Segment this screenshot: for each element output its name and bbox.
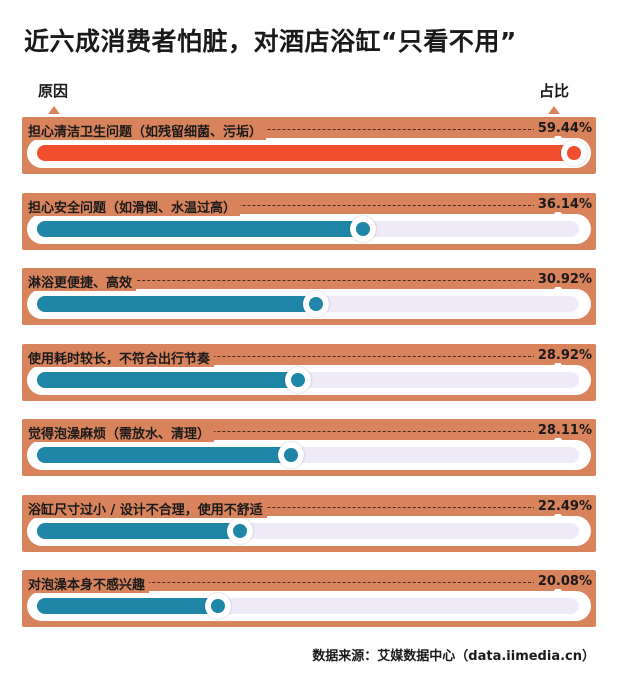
bar bbox=[37, 598, 219, 614]
bar-track-frame bbox=[27, 586, 591, 621]
bar-end-knob bbox=[560, 140, 587, 166]
leader-line bbox=[32, 355, 546, 357]
bar-end-dot bbox=[291, 372, 306, 387]
bar-end-dot bbox=[211, 599, 226, 613]
bar-value-label: 22.49% bbox=[533, 498, 592, 514]
bar-row: 使用耗时较长，不符合出行节奏 28.92% bbox=[22, 343, 596, 401]
bar-track bbox=[37, 291, 579, 317]
bar-category-label: 使用耗时较长，不符合出行节奏 bbox=[28, 347, 215, 367]
bar-category-label: 觉得泡澡麻烦（需放水、清理） bbox=[28, 423, 215, 442]
bar-track-frame bbox=[27, 208, 591, 244]
bar-row: 担心清洁卫生问题（如残留细菌、污垢） 59.44% bbox=[22, 117, 596, 174]
bar-value-label: 28.11% bbox=[533, 423, 592, 438]
bar-value-label: 59.44% bbox=[533, 121, 592, 136]
bar-end-knob bbox=[227, 517, 254, 544]
value-pointer bbox=[553, 510, 563, 517]
bar-category-label: 对泡澡本身不感兴趣 bbox=[28, 574, 150, 593]
bar-end-knob bbox=[285, 366, 312, 393]
header-share-label: 占比 bbox=[539, 82, 570, 100]
header-reason-label: 原因 bbox=[38, 82, 69, 100]
value-pointer bbox=[553, 586, 563, 592]
bar-track bbox=[37, 593, 579, 619]
bar bbox=[37, 296, 317, 312]
bar-track bbox=[37, 517, 579, 544]
chart-title: 近六成消费者怕脏，对酒店浴缸“只看不用” bbox=[24, 27, 517, 56]
value-pointer bbox=[553, 284, 563, 290]
bar-end-knob bbox=[205, 593, 232, 619]
value-pointer bbox=[553, 359, 563, 366]
leader-line bbox=[32, 582, 546, 583]
bar-track bbox=[37, 442, 579, 468]
header-share-marker bbox=[548, 106, 560, 114]
bar-track-frame bbox=[27, 133, 591, 168]
header-reason-marker bbox=[48, 106, 60, 114]
bar-end-dot bbox=[356, 221, 371, 236]
bar-end-knob bbox=[303, 291, 330, 317]
bar-track-frame bbox=[27, 435, 591, 470]
bar-end-dot bbox=[309, 297, 324, 311]
bar bbox=[37, 145, 574, 161]
bar-category-label: 浴缸尺寸过小 / 设计不合理，使用不舒适 bbox=[28, 498, 267, 518]
bar-value-label: 28.92% bbox=[533, 347, 592, 363]
value-pointer bbox=[553, 133, 563, 139]
bar bbox=[37, 371, 299, 388]
bar-end-knob bbox=[277, 442, 304, 468]
source-note: 数据来源：艾媒数据中心（data.iimedia.cn） bbox=[312, 649, 595, 664]
bar-row: 浴缸尺寸过小 / 设计不合理，使用不舒适 22.49% bbox=[22, 494, 596, 552]
leader-line bbox=[32, 280, 546, 281]
bar-category-label: 淋浴更便捷、高效 bbox=[28, 272, 137, 291]
value-pointer bbox=[553, 435, 563, 441]
bar bbox=[37, 220, 364, 237]
bar-value-label: 36.14% bbox=[533, 196, 592, 212]
bar-track bbox=[37, 215, 579, 242]
bar-value-label: 20.08% bbox=[533, 574, 592, 589]
bar-row: 对泡澡本身不感兴趣 20.08% bbox=[22, 570, 596, 627]
bar-value-label: 30.92% bbox=[533, 272, 592, 287]
bar-track-frame bbox=[27, 359, 591, 395]
bar-category-label: 担心安全问题（如滑倒、水温过高） bbox=[28, 196, 241, 216]
bar-row: 淋浴更便捷、高效 30.92% bbox=[22, 268, 596, 325]
bar-category-label: 担心清洁卫生问题（如残留细菌、污垢） bbox=[28, 121, 267, 140]
bar bbox=[37, 522, 241, 539]
leader-line bbox=[32, 129, 546, 130]
bar-end-dot bbox=[233, 523, 248, 538]
bar-end-dot bbox=[566, 146, 581, 160]
bar-end-dot bbox=[283, 448, 298, 462]
bar-row: 觉得泡澡麻烦（需放水、清理） 28.11% bbox=[22, 419, 596, 476]
bar-track-frame bbox=[27, 284, 591, 319]
leader-line bbox=[32, 506, 546, 508]
bar-track-frame bbox=[27, 510, 591, 546]
bar-track bbox=[37, 366, 579, 393]
bar-track bbox=[37, 140, 587, 166]
leader-line bbox=[32, 431, 546, 432]
value-pointer bbox=[553, 208, 563, 215]
bar-row: 担心安全问题（如滑倒、水温过高） 36.14% bbox=[22, 192, 596, 250]
leader-line bbox=[32, 204, 546, 206]
bar bbox=[37, 447, 291, 463]
bar-end-knob bbox=[350, 215, 377, 242]
